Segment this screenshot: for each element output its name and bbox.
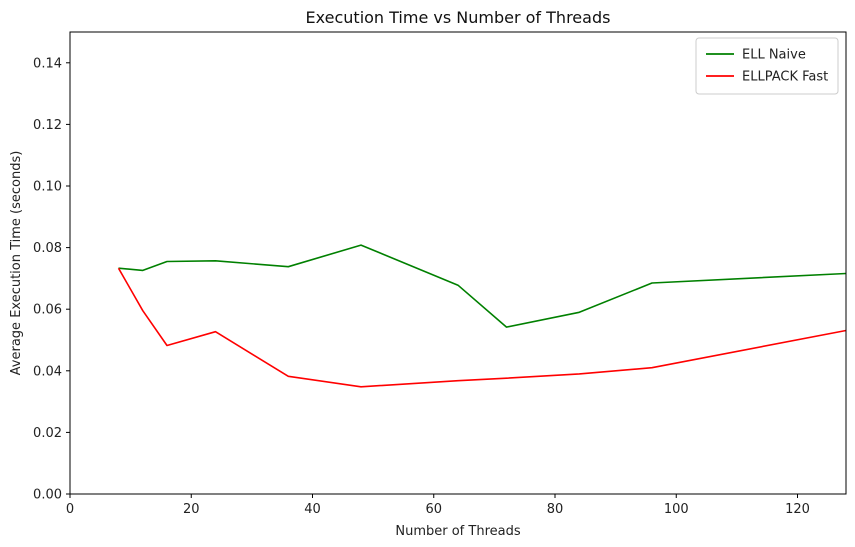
y-axis-title: Average Execution Time (seconds)	[9, 151, 24, 376]
legend-label: ELL Naive	[742, 48, 806, 63]
plot-area	[70, 32, 846, 494]
y-tick-label: 0.02	[33, 426, 62, 441]
legend-box	[695, 37, 839, 95]
chart-title: Execution Time vs Number of Threads	[306, 8, 611, 27]
y-tick-label: 0.10	[33, 180, 62, 195]
x-tick-label: 20	[183, 502, 200, 517]
series-layer	[117, 244, 847, 388]
axes-frame	[69, 31, 847, 495]
x-axis-title: Number of Threads	[395, 524, 520, 539]
x-tick-label: 80	[547, 502, 564, 517]
legend-label: ELLPACK Fast	[742, 70, 828, 85]
legend: ELL Naive ELLPACK Fast	[695, 37, 839, 95]
axes-layer: 0 20 40 60 80 100 120 0.00 0.02 0.04 0.06 0.08 0.10 0…	[33, 31, 847, 517]
series-line-ellpack-fast	[117, 267, 847, 388]
y-tick-label: 0.08	[33, 241, 62, 256]
y-tick-label: 0.14	[33, 56, 62, 71]
x-tick-label: 40	[304, 502, 321, 517]
x-tick-label: 0	[66, 502, 74, 517]
y-tick-label: 0.12	[33, 118, 62, 133]
y-tick-label: 0.04	[33, 364, 62, 379]
x-tick-label: 120	[785, 502, 810, 517]
x-tick-label: 100	[664, 502, 689, 517]
y-tick-label: 0.00	[33, 488, 62, 503]
x-tick-label: 60	[425, 502, 442, 517]
series-line-ell-naive	[118, 244, 847, 328]
y-tick-label: 0.06	[33, 303, 62, 318]
